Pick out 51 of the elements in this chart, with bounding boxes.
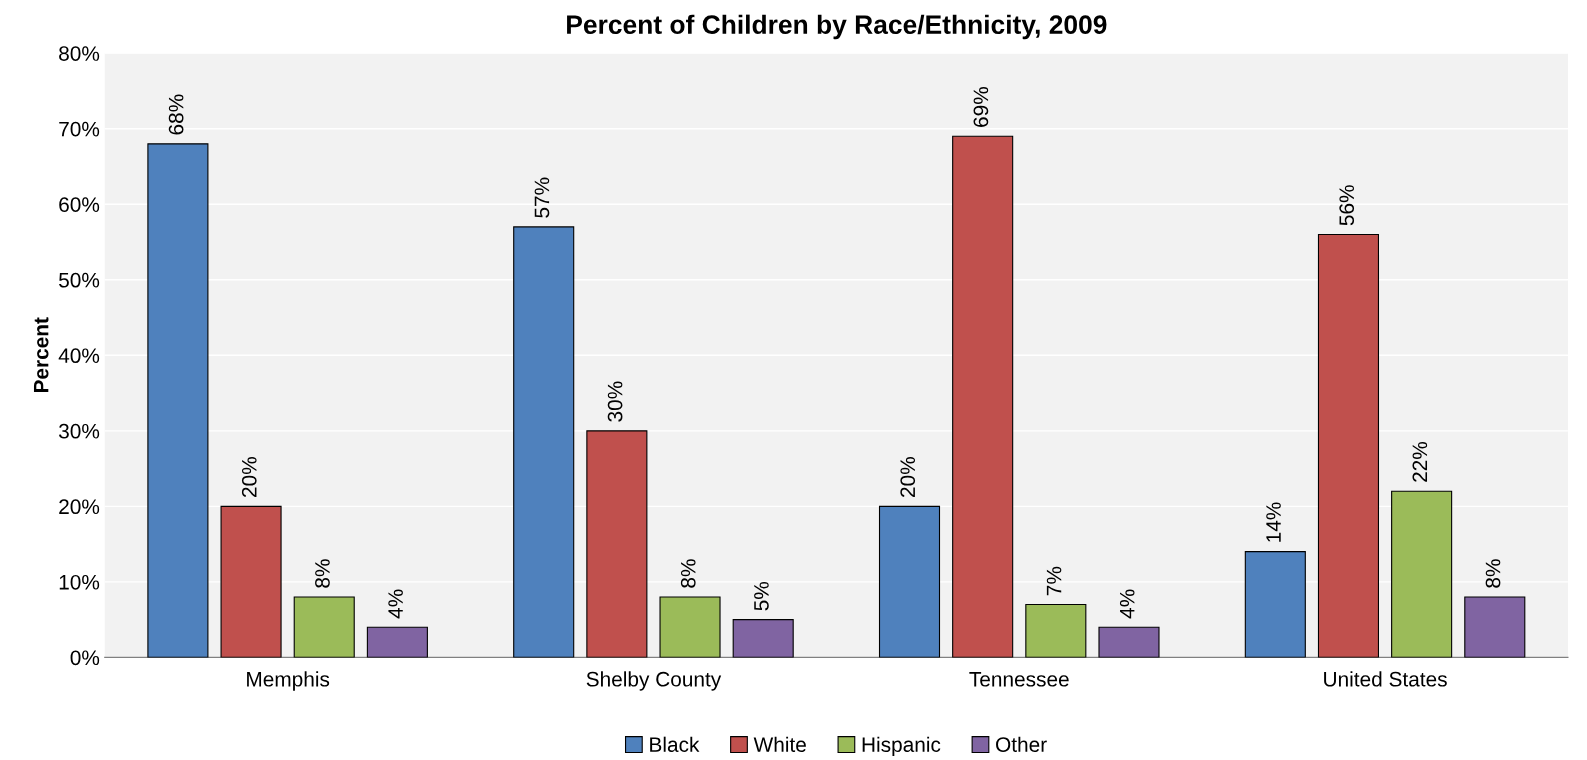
bar [1317,233,1380,658]
chart-title: Percent of Children by Race/Ethnicity, 2009 [567,14,1107,40]
bar [1244,551,1306,658]
y-tick-label: 70% [59,121,100,137]
y-tick-label: 40% [58,348,100,364]
y-tick-label: 50% [59,272,100,288]
bar [366,626,428,658]
bar [878,505,941,658]
data-label: 57% [534,177,550,218]
data-label: 30% [607,381,623,422]
data-label: 8% [1485,559,1501,588]
bar [220,505,282,658]
data-label: 7% [1046,566,1062,596]
bar [732,619,794,658]
data-label: 4% [1119,589,1135,619]
bar [1098,626,1160,658]
data-label: 5% [754,581,769,611]
data-label: 68% [168,94,184,135]
legend-label: White [753,736,806,752]
x-tick-label: Tennessee [969,672,1069,687]
y-tick-label: 60% [59,197,100,212]
y-tick-label: 30% [58,423,100,439]
data-label: 56% [1339,185,1355,226]
bar [659,596,721,658]
data-label: 20% [241,457,257,497]
y-tick-label: 20% [59,499,100,515]
legend-label: Black [650,736,700,752]
legend-label: Hispanic [862,736,941,757]
bar [1025,603,1087,658]
data-label: 8% [315,559,330,588]
legend-label: Other [996,736,1047,752]
y-axis-title: Percent [33,317,49,393]
y-tick-label: 10% [59,574,100,590]
bar [586,430,648,658]
bar [293,596,355,658]
y-tick-label: 80% [59,46,100,61]
data-label: 8% [680,559,696,588]
bar [1391,490,1453,658]
bar [952,135,1014,658]
data-label: 22% [1412,441,1428,482]
bar [513,226,575,658]
x-tick-label: Memphis [247,671,330,691]
y-tick-label: 0% [70,650,100,666]
bar [1464,596,1526,658]
x-tick-label: United States [1324,671,1447,687]
data-label: 69% [973,86,989,127]
data-label: 14% [1266,502,1281,542]
data-label: 20% [900,457,916,497]
bar [147,143,209,658]
x-tick-label: Shelby County [586,671,722,691]
data-label: 4% [388,589,403,619]
